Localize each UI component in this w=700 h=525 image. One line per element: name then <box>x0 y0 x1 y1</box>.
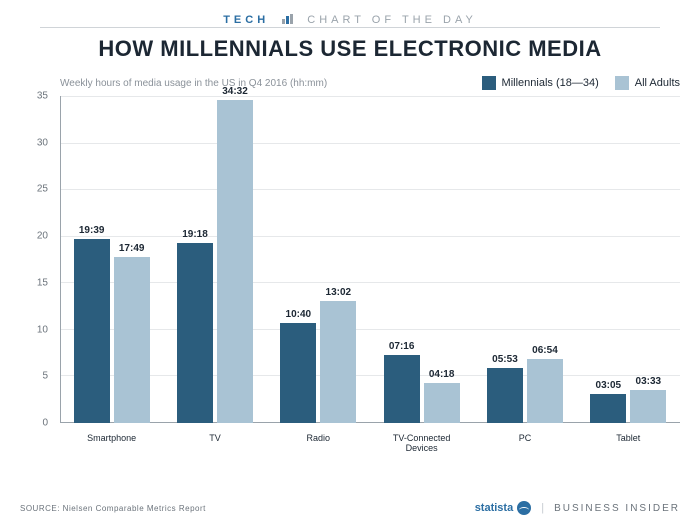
bar-series-1: 06:54 <box>527 359 563 423</box>
brand-divider: | <box>541 502 544 514</box>
kicker: TECH CHART OF THE DAY <box>20 14 680 27</box>
bar-value-label: 05:53 <box>492 354 518 365</box>
bar-series-0: 05:53 <box>487 368 523 423</box>
bar-group: 19:3917:49 <box>70 96 154 423</box>
y-axis: 05101520253035 <box>20 96 54 423</box>
x-axis-label: Tablet <box>586 427 670 451</box>
statista-text: statista <box>475 502 514 514</box>
bar-value-label: 10:40 <box>286 309 312 320</box>
x-axis-label: Radio <box>276 427 360 451</box>
bar-value-label: 03:05 <box>596 380 622 391</box>
source-text: Nielsen Comparable Metrics Report <box>63 504 206 513</box>
bar-group: 07:1604:18 <box>380 96 464 423</box>
bar-series-0: 03:05 <box>590 394 626 423</box>
bar-series-0: 19:39 <box>74 239 110 423</box>
x-axis-label: TV <box>173 427 257 451</box>
source-prefix: SOURCE: <box>20 504 63 513</box>
bar-value-label: 03:33 <box>636 376 662 387</box>
bar-series-0: 07:16 <box>384 355 420 423</box>
bar-series-1: 34:32 <box>217 100 253 423</box>
bar-series-1: 17:49 <box>114 257 150 423</box>
brand-row: statista | BUSINESS INSIDER <box>475 501 680 515</box>
source-line: SOURCE: Nielsen Comparable Metrics Repor… <box>20 504 206 513</box>
bar-group: 10:4013:02 <box>276 96 360 423</box>
legend: Millennials (18—34) All Adults <box>482 76 680 90</box>
y-tick-label: 0 <box>20 418 48 429</box>
legend-swatch-0 <box>482 76 496 90</box>
legend-label-1: All Adults <box>635 77 680 89</box>
x-axis-labels: Smartphone TV Radio TV-Connected Devices PC T… <box>60 427 680 451</box>
plot: 19:3917:4919:1834:3210:4013:0207:1604:18… <box>60 96 680 423</box>
x-axis-label: TV-Connected Devices <box>380 427 464 451</box>
bar-value-label: 13:02 <box>326 287 352 298</box>
header: TECH CHART OF THE DAY HOW MILLENNIALS US… <box>0 0 700 68</box>
bar-group: 05:5306:54 <box>483 96 567 423</box>
bar-value-label: 04:18 <box>429 369 455 380</box>
kicker-brand: TECH <box>223 14 269 26</box>
y-tick-label: 5 <box>20 371 48 382</box>
legend-item-1: All Adults <box>615 76 680 90</box>
x-axis-label: PC <box>483 427 567 451</box>
y-tick-label: 30 <box>20 137 48 148</box>
bar-value-label: 06:54 <box>532 345 558 356</box>
chart-title: HOW MILLENNIALS USE ELECTRONIC MEDIA <box>20 36 680 62</box>
chart-card: TECH CHART OF THE DAY HOW MILLENNIALS US… <box>0 0 700 525</box>
bar-series-1: 03:33 <box>630 390 666 423</box>
legend-label-0: Millennials (18—34) <box>502 77 599 89</box>
bar-group: 19:1834:32 <box>173 96 257 423</box>
bar-value-label: 34:32 <box>222 86 248 97</box>
footer: SOURCE: Nielsen Comparable Metrics Repor… <box>0 495 700 525</box>
x-axis-label: Smartphone <box>70 427 154 451</box>
legend-item-0: Millennials (18—34) <box>482 76 599 90</box>
subtitle-row: Weekly hours of media usage in the US in… <box>60 76 680 90</box>
statista-logo: statista <box>475 501 532 515</box>
y-tick-label: 15 <box>20 277 48 288</box>
y-tick-label: 25 <box>20 184 48 195</box>
header-rule <box>40 27 660 28</box>
subtitle: Weekly hours of media usage in the US in… <box>60 78 327 89</box>
bar-series-1: 04:18 <box>424 383 460 423</box>
kicker-tag: CHART OF THE DAY <box>307 14 477 26</box>
bar-series-0: 19:18 <box>177 243 213 423</box>
kicker-bars-icon <box>282 14 294 27</box>
business-insider-logo: BUSINESS INSIDER <box>554 503 680 514</box>
bar-groups: 19:3917:4919:1834:3210:4013:0207:1604:18… <box>60 96 680 423</box>
y-tick-label: 20 <box>20 231 48 242</box>
y-tick-label: 35 <box>20 91 48 102</box>
bar-group: 03:0503:33 <box>586 96 670 423</box>
chart-area: 05101520253035 19:3917:4919:1834:3210:40… <box>20 96 680 451</box>
bar-value-label: 19:39 <box>79 225 105 236</box>
y-tick-label: 10 <box>20 324 48 335</box>
bar-value-label: 17:49 <box>119 243 145 254</box>
bar-value-label: 07:16 <box>389 341 415 352</box>
bar-value-label: 19:18 <box>182 229 208 240</box>
legend-swatch-1 <box>615 76 629 90</box>
bar-series-0: 10:40 <box>280 323 316 423</box>
statista-wave-icon <box>517 501 531 515</box>
bar-series-1: 13:02 <box>320 301 356 423</box>
